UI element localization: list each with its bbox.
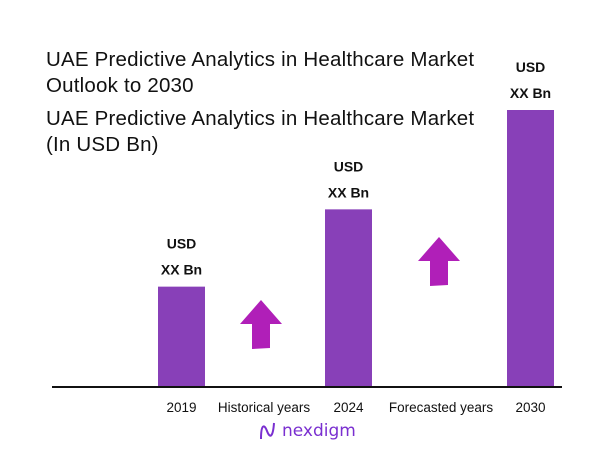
x-tick-label: 2024	[333, 400, 364, 415]
x-tick-label: 2030	[515, 400, 545, 415]
up-arrow-forecasted-icon	[418, 237, 460, 286]
bar-2019	[158, 286, 205, 386]
data-label-value: XX Bn	[328, 184, 369, 200]
chart-subtitle-line-2: (In USD Bn)	[46, 133, 159, 156]
nexdigm-logo: nexdigm	[258, 421, 356, 441]
data-label-currency: USD	[334, 158, 364, 174]
data-label-currency: USD	[167, 236, 197, 252]
up-arrow-historical-icon	[240, 300, 282, 349]
data-label-value: XX Bn	[161, 262, 202, 278]
nexdigm-logo-icon	[260, 422, 275, 440]
chart-title-line-2: Outlook to 2030	[46, 74, 194, 97]
data-label-currency: USD	[516, 59, 546, 75]
chart-title-line-1: UAE Predictive Analytics in Healthcare M…	[46, 48, 475, 71]
chart-subtitle-line-1: UAE Predictive Analytics in Healthcare M…	[46, 107, 475, 130]
bar-2024	[325, 209, 372, 386]
bar-2030	[507, 110, 554, 386]
logo-text: nexdigm	[282, 421, 356, 441]
data-label-value: XX Bn	[510, 85, 551, 101]
annotation-forecasted-years: Forecasted years	[389, 400, 494, 415]
x-tick-label: 2019	[166, 400, 196, 415]
annotation-historical-years: Historical years	[218, 400, 311, 415]
